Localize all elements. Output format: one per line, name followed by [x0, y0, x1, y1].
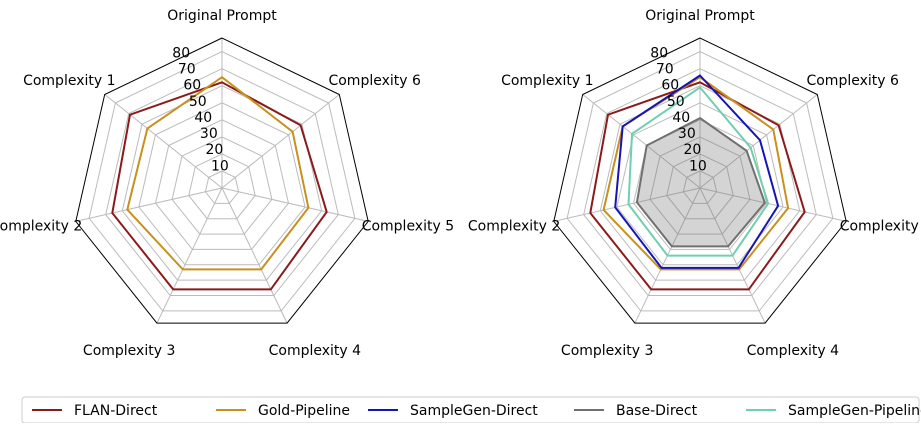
r-tick-label: 70	[656, 62, 674, 78]
axis-label: Complexity 1	[501, 73, 593, 89]
axis-label: Complexity 3	[83, 343, 175, 359]
grid-ring	[105, 68, 339, 296]
legend-label: SampleGen-Direct	[410, 403, 538, 419]
r-tick-label: 30	[200, 126, 218, 142]
r-tick-label: 40	[194, 110, 212, 126]
spoke	[221, 187, 369, 222]
grid-ring	[583, 68, 817, 296]
axis-label: Complexity 3	[561, 343, 653, 359]
grid-ring	[154, 119, 290, 250]
series-line	[111, 81, 328, 291]
series-line	[614, 74, 780, 269]
r-tick-label: 10	[211, 158, 229, 174]
grid-ring	[88, 51, 356, 312]
r-tick-label: 60	[183, 78, 201, 94]
series-line	[635, 116, 766, 248]
r-tick-label: 40	[672, 110, 690, 126]
grid-ring	[682, 170, 718, 204]
grid-ring	[204, 170, 240, 204]
grid-ring	[171, 136, 273, 235]
grid-ring	[649, 136, 751, 235]
r-tick-label: 50	[667, 94, 685, 110]
grid-ring	[188, 153, 256, 220]
legend-label: FLAN-Direct	[74, 403, 158, 419]
r-tick-label: 80	[650, 45, 668, 61]
spoke	[553, 187, 701, 222]
axis-label: Original Prompt	[167, 8, 277, 24]
spoke	[699, 187, 847, 222]
axis-label: Complexity 4	[747, 343, 840, 359]
spoke	[104, 94, 223, 189]
axis-label: Complexity 6	[328, 73, 421, 89]
axis-label: Complexity 2	[468, 218, 560, 234]
spoke	[221, 94, 340, 189]
r-tick-label: 20	[205, 142, 223, 158]
axis-label: Complexity 6	[806, 73, 899, 89]
outer-frame	[553, 37, 847, 324]
r-tick-label: 80	[172, 45, 190, 61]
grid-ring	[566, 51, 834, 312]
r-tick-label: 30	[678, 126, 696, 142]
r-tick-label: 10	[689, 158, 707, 174]
axis-label: Complexity 1	[23, 73, 115, 89]
r-tick-label: 20	[683, 142, 701, 158]
r-tick-label: 70	[178, 62, 196, 78]
axis-label: Original Prompt	[645, 8, 755, 24]
outer-frame	[75, 37, 369, 324]
axis-label: Complexity 5	[362, 218, 454, 234]
spoke	[156, 187, 223, 324]
axis-label: Complexity 4	[269, 343, 362, 359]
series-line	[589, 81, 806, 291]
r-tick-label: 50	[189, 94, 207, 110]
axis-label: Complexity 5	[840, 218, 921, 234]
spoke	[75, 187, 223, 222]
legend: FLAN-Direct Gold-Pipeline SampleGen-Direct…	[21, 396, 921, 424]
axis-label: Complexity 2	[0, 218, 82, 234]
grid-ring	[138, 102, 306, 266]
series-line	[627, 86, 770, 257]
legend-label: Gold-Pipeline	[258, 403, 350, 419]
spoke	[582, 94, 701, 189]
grid-ring	[666, 153, 734, 220]
series-line	[126, 75, 310, 271]
legend-label: Base-Direct	[616, 403, 698, 419]
legend-label: SampleGen-Pipeline	[788, 403, 921, 419]
spoke	[221, 187, 288, 324]
r-tick-label: 60	[661, 78, 679, 94]
series-line	[602, 75, 790, 271]
spoke	[699, 94, 818, 189]
